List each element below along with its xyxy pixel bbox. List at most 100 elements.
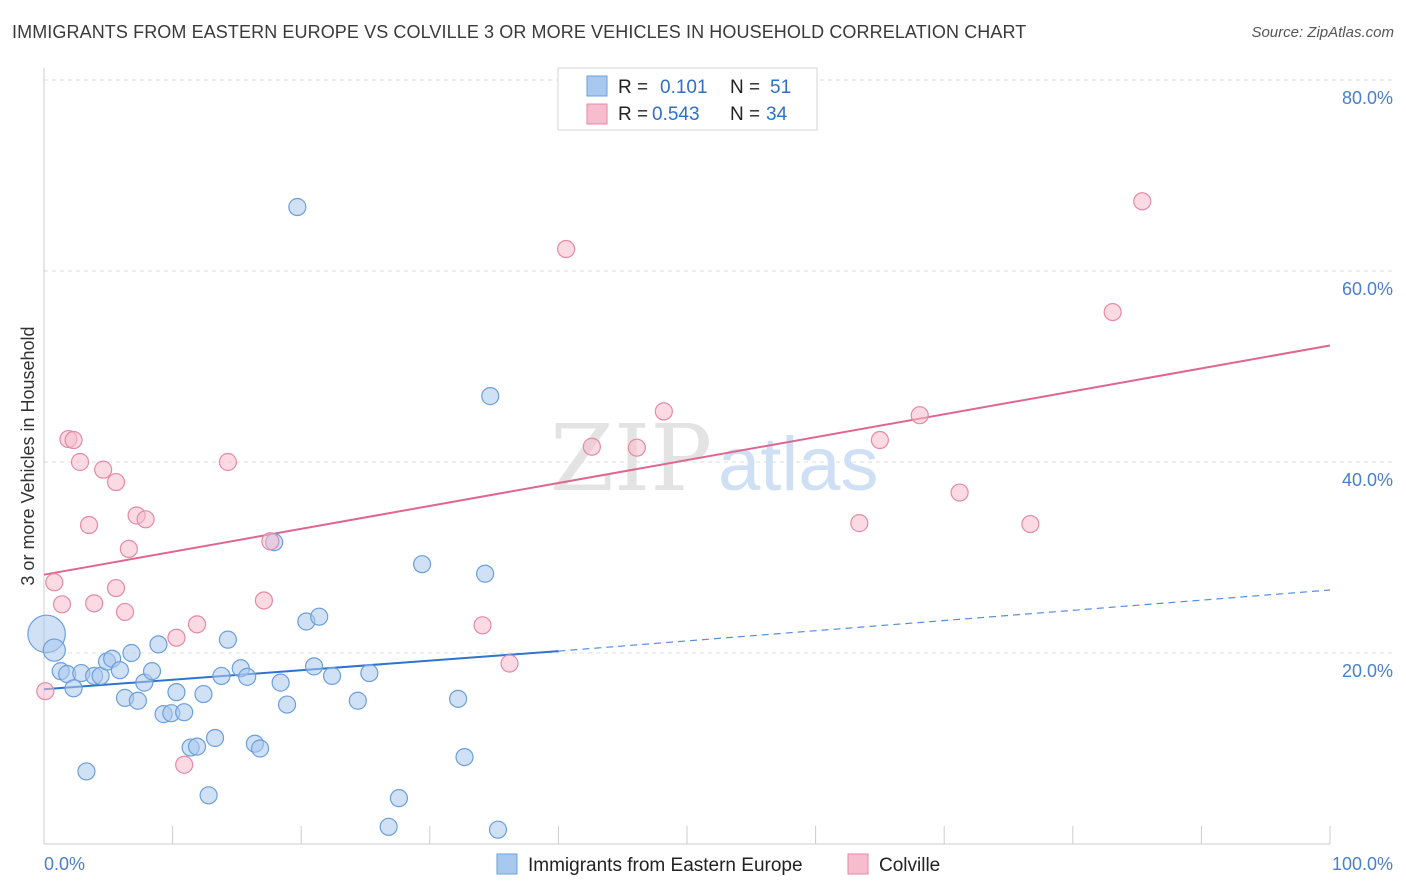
grid-lines (44, 79, 1393, 654)
immigrants-point-1 (42, 638, 66, 662)
colville-point-2 (52, 595, 72, 614)
y-axis-label: 3 or more Vehicles in Household (18, 326, 38, 585)
immigrants-point-48 (475, 564, 495, 583)
immigrants-point-45 (412, 555, 432, 574)
immigrants-point-36 (288, 197, 307, 217)
immigrants-point-6 (77, 762, 96, 781)
immigrants-point-17 (149, 635, 168, 654)
colville-point-20 (261, 532, 280, 551)
colville-point-30 (950, 483, 969, 502)
legend-n-value-blue: 51 (770, 77, 791, 98)
immigrants-point-46 (448, 689, 468, 708)
legend-n-value-pink: 34 (766, 104, 788, 125)
colville-point-9 (106, 472, 126, 492)
y-tick-label-40: 40.0% (1342, 470, 1393, 490)
watermark-atlas: atlas (718, 422, 879, 507)
chart-source: Source: ZipAtlas.com (1251, 24, 1394, 41)
immigrants-point-14 (128, 691, 147, 710)
colville-point-22 (500, 654, 519, 673)
y-tick-label-20: 20.0% (1342, 661, 1393, 681)
y-tick-labels: 20.0% 40.0% 60.0% 80.0% (1342, 88, 1393, 681)
colville-point-21 (473, 616, 492, 635)
legend: R = 0.101 N = 51 R = 0.543 N = 34 (557, 67, 818, 131)
immigrants-point-47 (455, 747, 474, 767)
immigrants-point-13 (122, 643, 141, 663)
series-immigrants-points (27, 197, 508, 839)
immigrants-point-27 (212, 666, 231, 686)
immigrants-point-11 (110, 661, 129, 680)
colville-point-31 (1021, 514, 1040, 534)
immigrants-point-25 (199, 786, 218, 805)
bottom-legend-label-pink: Colville (879, 855, 940, 876)
immigrants-point-23 (187, 737, 207, 756)
bottom-legend-swatch-pink (847, 853, 869, 875)
colville-point-14 (136, 510, 155, 529)
immigrants-point-44 (389, 789, 409, 808)
immigrants-point-34 (271, 673, 290, 692)
trend-line-colville (43, 344, 1331, 576)
immigrants-point-26 (205, 728, 225, 748)
colville-point-10 (106, 578, 126, 598)
colville-point-28 (870, 430, 890, 450)
colville-point-15 (167, 628, 186, 647)
colville-point-33 (1133, 192, 1152, 211)
colville-point-7 (85, 594, 104, 613)
bottom-legend: Immigrants from Eastern Europe Colville (496, 853, 940, 876)
chart-title: IMMIGRANTS FROM EASTERN EUROPE VS COLVIL… (12, 22, 1027, 42)
colville-point-25 (627, 438, 646, 457)
colville-point-17 (187, 615, 207, 634)
legend-n-label-pink: N = (730, 104, 760, 125)
bottom-legend-swatch-blue (496, 853, 518, 875)
immigrants-point-38 (304, 657, 324, 676)
colville-point-27 (850, 514, 869, 533)
colville-point-32 (1103, 302, 1122, 322)
colville-point-26 (654, 402, 673, 421)
legend-r-label-pink: R = (618, 104, 648, 125)
colville-point-0 (36, 682, 55, 701)
y-tick-label-80: 80.0% (1342, 88, 1393, 108)
colville-point-11 (115, 602, 135, 622)
colville-point-6 (79, 515, 99, 535)
immigrants-point-39 (310, 607, 329, 626)
y-tick-label-60: 60.0% (1342, 279, 1393, 299)
legend-r-value-blue: 0.101 (660, 77, 708, 98)
bottom-legend-label-blue: Immigrants from Eastern Europe (528, 855, 803, 876)
immigrants-point-43 (379, 817, 398, 836)
watermark-zip: ZIP (550, 405, 712, 512)
legend-n-label-blue: N = (730, 77, 760, 98)
colville-point-5 (70, 452, 90, 472)
immigrants-point-28 (218, 630, 237, 649)
immigrants-point-30 (238, 667, 257, 686)
immigrants-point-50 (488, 820, 508, 839)
immigrants-point-16 (142, 662, 162, 681)
immigrants-point-42 (360, 663, 379, 683)
axes (43, 68, 1331, 845)
x-tick-max: 100.0% (1332, 854, 1393, 874)
colville-point-4 (64, 430, 83, 450)
colville-point-12 (119, 539, 138, 559)
trend-line-immigrants-projection (558, 589, 1331, 652)
colville-point-8 (94, 460, 113, 479)
immigrants-point-40 (322, 666, 342, 686)
colville-point-19 (254, 591, 274, 610)
x-tick-min: 0.0% (44, 854, 85, 874)
immigrants-point-41 (348, 691, 367, 710)
colville-point-29 (910, 406, 929, 425)
colville-point-24 (582, 437, 601, 456)
legend-swatch-pink (586, 103, 608, 125)
immigrants-point-35 (277, 695, 297, 714)
immigrants-point-21 (175, 703, 194, 722)
colville-point-16 (175, 755, 194, 774)
colville-point-18 (218, 452, 237, 472)
legend-r-label-blue: R = (618, 77, 648, 98)
colville-point-1 (45, 573, 64, 592)
legend-swatch-blue (586, 75, 608, 97)
immigrants-point-24 (194, 684, 213, 704)
colville-point-23 (557, 239, 576, 259)
trend-line-immigrants (43, 650, 559, 691)
immigrants-point-4 (64, 679, 83, 698)
legend-r-value-pink: 0.543 (652, 104, 700, 125)
immigrants-point-32 (250, 739, 270, 758)
series-colville-points (36, 192, 1152, 774)
